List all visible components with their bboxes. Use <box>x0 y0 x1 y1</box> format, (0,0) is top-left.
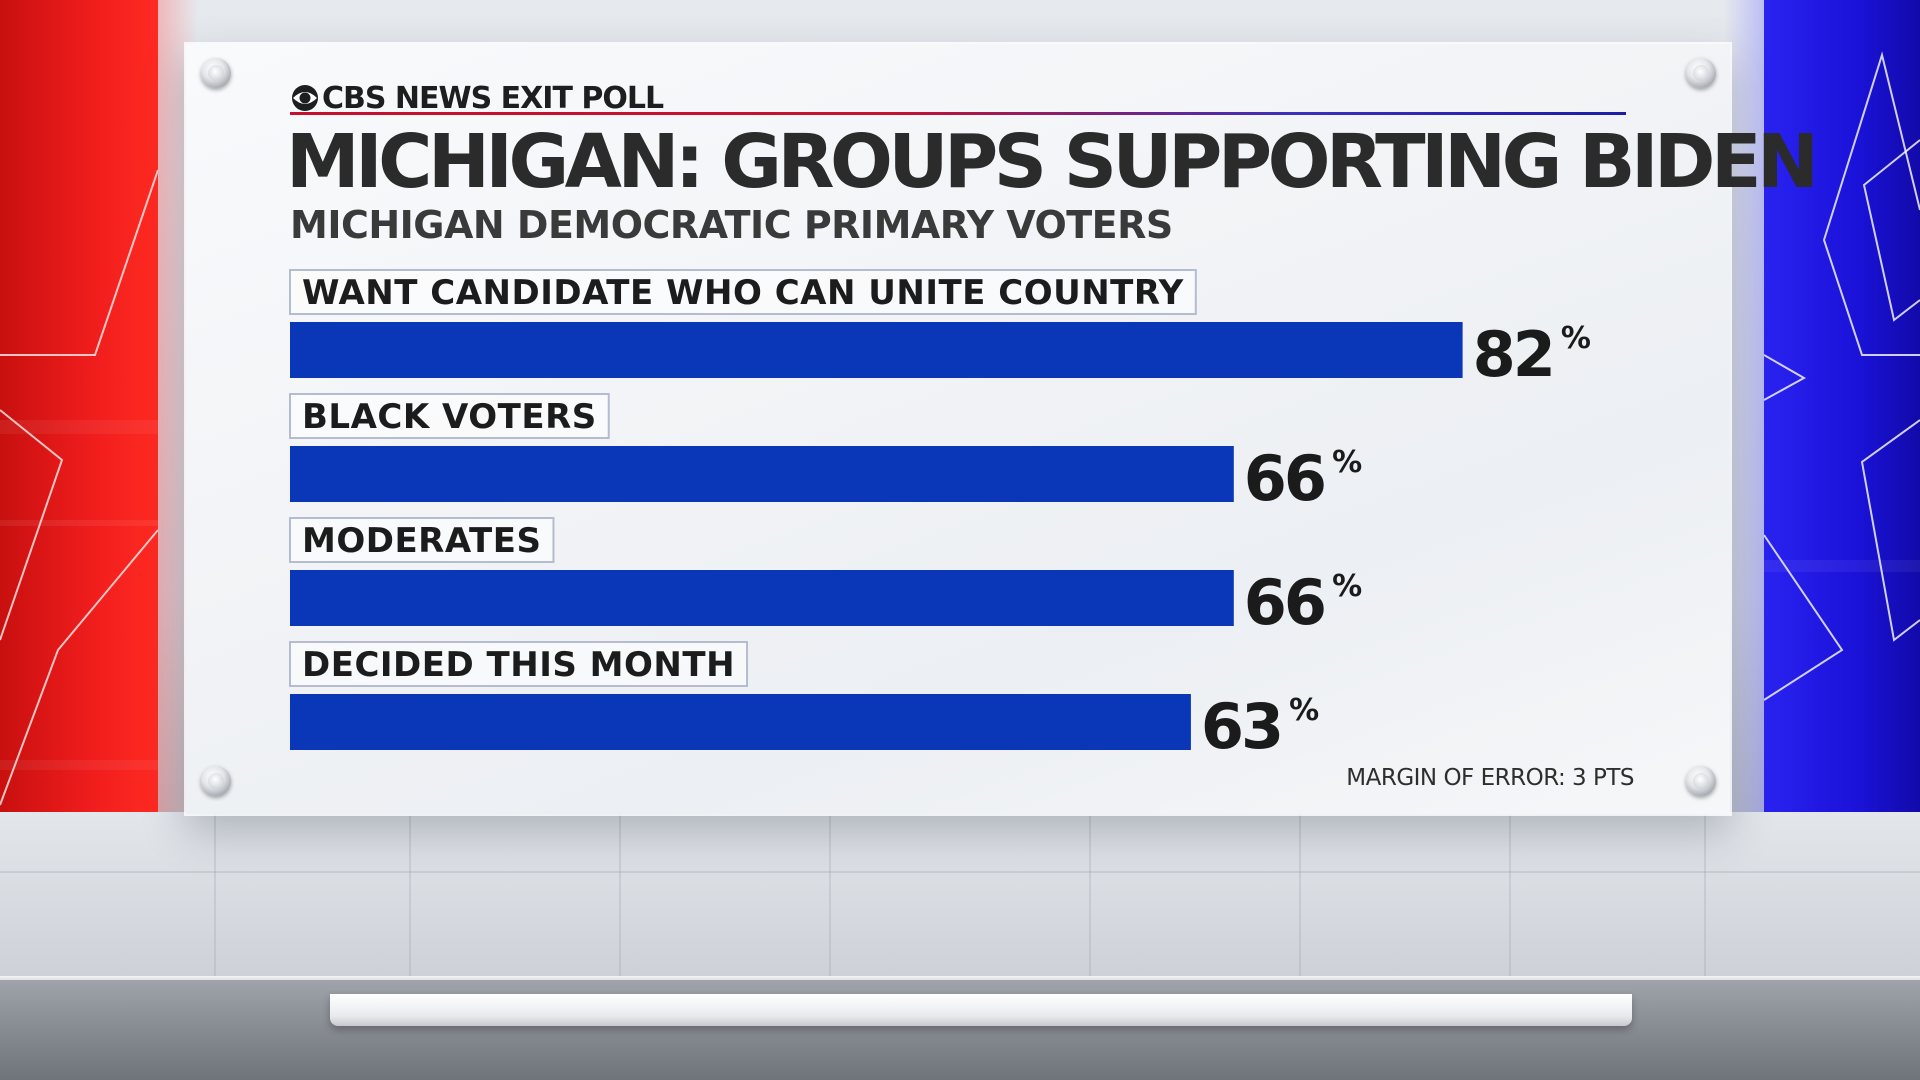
category-label-frame <box>289 393 610 439</box>
exit-poll-board: CBS NEWS EXIT POLL MICHIGAN: GROUPS SUPP… <box>186 44 1819 814</box>
bar <box>290 446 1234 502</box>
category-label-frame <box>289 517 555 563</box>
brand-row: CBS NEWS EXIT POLL <box>290 76 664 120</box>
percent-sign: % <box>1561 321 1591 356</box>
margin-of-error-note: MARGIN OF ERROR: 3 PTS <box>1346 765 1634 791</box>
mount-bolt-icon <box>1686 766 1716 796</box>
mount-bolt-icon <box>201 58 231 88</box>
percent-sign: % <box>1332 445 1362 480</box>
category-label: BLACK VOTERS <box>302 397 597 437</box>
category-label: DECIDED THIS MONTH <box>302 645 735 685</box>
title-rule <box>290 112 1626 115</box>
chart-title: MICHIGAN: GROUPS SUPPORTING BIDEN <box>286 119 1819 205</box>
brand-name: CBS NEWS EXIT POLL <box>322 80 664 116</box>
right-panel-glow <box>1724 0 1764 965</box>
left-red-panel <box>0 0 158 965</box>
cbs-eye-icon <box>292 85 318 111</box>
value-label: 63 <box>1201 690 1281 763</box>
mount-bolt-icon <box>201 766 231 796</box>
bar <box>290 322 1463 378</box>
percent-sign: % <box>1289 693 1319 728</box>
category-label: WANT CANDIDATE WHO CAN UNITE COUNTRY <box>302 273 1184 313</box>
category-label-box: DECIDED THIS MONTH <box>289 641 749 687</box>
category-label-box: WANT CANDIDATE WHO CAN UNITE COUNTRY <box>289 269 1197 315</box>
percent-sign: % <box>1332 569 1362 604</box>
value-label: 66 <box>1244 442 1324 515</box>
chart-subtitle: MICHIGAN DEMOCRATIC PRIMARY VOTERS <box>290 203 1173 247</box>
value-label: 66 <box>1244 566 1324 639</box>
floor-grid <box>0 812 1920 982</box>
value-label: 82 <box>1473 318 1553 391</box>
category-label-frame <box>289 269 1197 315</box>
category-label: MODERATES <box>302 521 541 561</box>
red-star-outline-icon <box>0 169 158 806</box>
base-ledge-top <box>330 994 1632 1026</box>
mount-bolt-icon <box>1686 58 1716 88</box>
category-label-frame <box>289 641 749 687</box>
bar-chart: WANT CANDIDATE WHO CAN UNITE COUNTRY 82 % B… <box>289 269 1591 763</box>
category-label-box: BLACK VOTERS <box>289 393 610 439</box>
bar <box>290 694 1191 750</box>
right-blue-panel <box>1764 0 1920 965</box>
category-label-box: MODERATES <box>289 517 555 563</box>
bar <box>290 570 1234 626</box>
